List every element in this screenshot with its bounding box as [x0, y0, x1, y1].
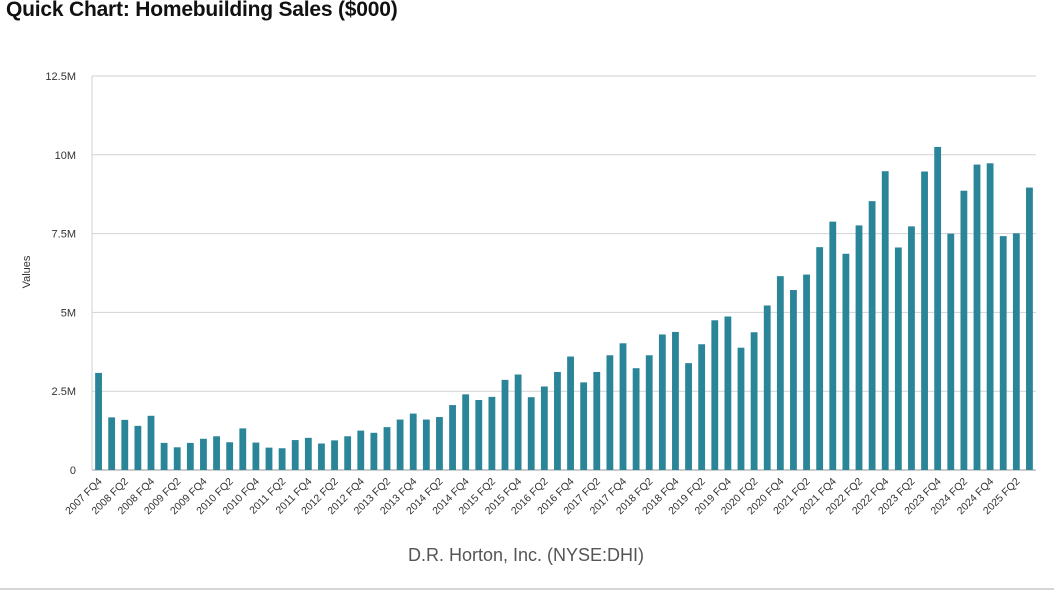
gridlines	[91, 75, 1036, 471]
bar	[226, 442, 234, 470]
y-tick-label: 2.5M	[52, 386, 76, 398]
bar	[370, 432, 378, 470]
bar	[934, 146, 942, 471]
bar	[842, 253, 850, 470]
bar	[921, 171, 928, 470]
bar	[1026, 187, 1033, 470]
y-tick-label: 7.5M	[52, 229, 76, 241]
bar	[737, 347, 745, 470]
bar	[239, 428, 247, 470]
bar	[265, 447, 273, 470]
bar	[291, 440, 299, 470]
bar	[121, 419, 129, 470]
bar	[894, 247, 902, 470]
bar	[803, 274, 810, 470]
bar	[449, 405, 456, 470]
bar	[147, 415, 155, 470]
bar	[173, 447, 181, 470]
y-tick-label: 10M	[55, 150, 76, 162]
bar	[580, 382, 588, 470]
bar	[514, 374, 522, 470]
bar	[750, 332, 758, 470]
bar	[488, 396, 496, 470]
bar	[134, 425, 142, 470]
bar	[567, 356, 574, 470]
bar	[304, 437, 312, 470]
y-axis-label: Values	[21, 255, 33, 288]
bar	[383, 427, 391, 470]
bar	[672, 331, 679, 470]
bar	[593, 371, 601, 470]
y-tick-label: 5M	[61, 307, 76, 319]
bar	[527, 397, 535, 470]
bar	[95, 372, 102, 470]
bar	[855, 225, 863, 470]
bar	[252, 442, 260, 470]
bar	[344, 436, 352, 470]
bar	[619, 343, 627, 470]
x-axis-label: D.R. Horton, Inc. (NYSE:DHI)	[408, 545, 644, 565]
bar	[331, 440, 338, 470]
bar	[436, 417, 443, 470]
bar	[711, 320, 719, 470]
bar	[973, 164, 981, 470]
bar	[763, 305, 771, 470]
y-tick-label: 0	[70, 465, 76, 477]
bar	[108, 417, 116, 470]
bar	[829, 221, 837, 470]
bar	[776, 276, 784, 470]
bar	[396, 419, 404, 470]
bar	[186, 442, 194, 470]
bar	[960, 190, 968, 471]
bar	[409, 413, 417, 470]
bar	[160, 442, 168, 470]
bar	[868, 201, 876, 470]
y-axis-ticks: 0 2.5M 5M 7.5M 10M 12.5M	[45, 71, 76, 477]
bar	[200, 438, 207, 470]
bar	[790, 290, 797, 470]
bar	[606, 355, 614, 470]
bar	[685, 363, 692, 470]
page-title: Quick Chart: Homebuilding Sales ($000)	[6, 0, 398, 21]
bar	[816, 247, 824, 470]
bar	[278, 448, 286, 470]
bar	[658, 334, 666, 470]
bar	[999, 236, 1007, 470]
bar	[724, 316, 732, 470]
bar	[947, 233, 955, 470]
bar	[698, 344, 706, 470]
bar	[554, 371, 561, 470]
bar	[645, 355, 653, 470]
bar	[908, 226, 915, 470]
bar	[213, 436, 220, 470]
bar	[422, 419, 430, 470]
bar-series	[95, 146, 1033, 471]
bar	[475, 400, 483, 470]
bar	[632, 368, 640, 470]
bar	[986, 163, 994, 470]
bottom-divider	[0, 588, 1054, 590]
bar	[881, 171, 889, 470]
bar	[462, 394, 470, 470]
bar	[1012, 233, 1020, 470]
bar	[540, 386, 548, 470]
bar	[357, 430, 365, 470]
y-tick-label: 12.5M	[45, 71, 76, 83]
bar	[501, 379, 509, 470]
bar	[318, 443, 325, 470]
